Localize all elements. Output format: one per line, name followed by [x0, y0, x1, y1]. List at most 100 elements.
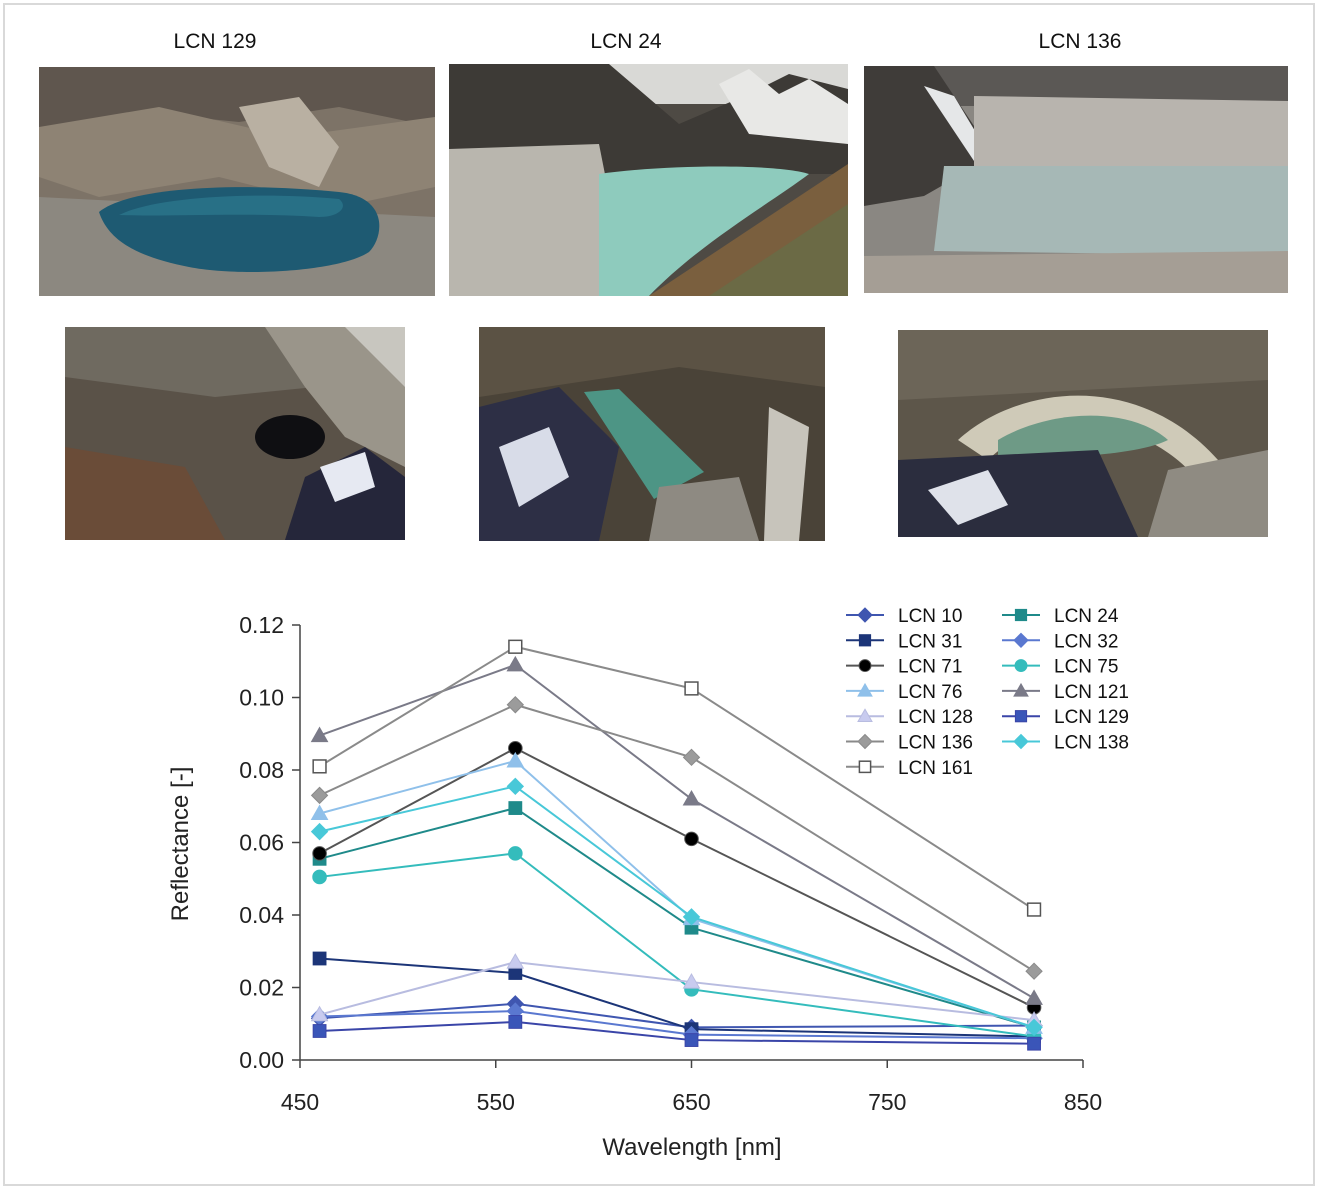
legend-label: LCN 76: [898, 682, 962, 703]
legend-item: LCN 75: [1002, 657, 1118, 678]
series-lcn-138: [310, 777, 1043, 1037]
legend-item: LCN 24: [1002, 606, 1119, 627]
data-point: [312, 1024, 327, 1038]
data-point: [508, 1015, 523, 1029]
legend-label: LCN 128: [898, 707, 973, 728]
series-line: [319, 1020, 1035, 1045]
photo-title-lcn24: LCN 24: [590, 30, 662, 53]
legend-marker: [857, 708, 873, 722]
legend-marker: [1013, 632, 1029, 649]
legend-marker: [858, 634, 872, 647]
legend-marker: [1013, 682, 1029, 697]
legend-item: LCN 121: [1002, 682, 1129, 703]
legend-item: LCN 129: [1002, 707, 1129, 728]
data-point: [310, 786, 329, 805]
series-lcn-129: [312, 1015, 1041, 1051]
chart-axes: 0.00 0.02 0.04 0.06 0.08 0.10 0.12 450 550 650 750…: [239, 612, 1102, 1115]
data-point: [682, 908, 701, 926]
legend-item: LCN 71: [846, 657, 962, 678]
series-line: [319, 747, 1035, 1009]
legend-label: LCN 136: [898, 733, 973, 754]
ground-photo-lcn24: [449, 64, 848, 296]
series-line: [319, 703, 1035, 973]
y-tick-label: 0.08: [239, 757, 284, 783]
data-point: [312, 846, 327, 861]
series-line: [319, 785, 1035, 1029]
y-tick-label: 0.06: [239, 830, 284, 856]
data-point: [1025, 1018, 1043, 1037]
data-point: [506, 655, 525, 672]
data-point: [682, 748, 701, 767]
series-lcn-24: [312, 801, 1041, 1035]
series-line: [319, 852, 1035, 1038]
data-point: [1027, 1036, 1041, 1051]
series-lcn-161: [312, 639, 1042, 917]
legend-marker: [858, 659, 872, 673]
legend-item: LCN 138: [1002, 733, 1129, 754]
series-line: [319, 1002, 1035, 1029]
data-point: [506, 953, 525, 969]
data-point: [506, 696, 525, 714]
satellite-image-lcn136: [898, 330, 1268, 537]
data-point: [1026, 902, 1042, 917]
series-line: [319, 961, 1035, 1022]
series-lcn-71: [312, 740, 1042, 1015]
legend-marker: [857, 733, 873, 750]
x-tick-label: 450: [281, 1089, 319, 1115]
legend-label: LCN 161: [898, 758, 973, 779]
data-point: [508, 846, 523, 861]
x-tick-label: 750: [868, 1089, 906, 1115]
legend-label: LCN 32: [1054, 631, 1118, 652]
series-lcn-10: [310, 995, 1043, 1037]
data-point: [508, 801, 523, 815]
data-point: [684, 831, 699, 847]
legend-item: LCN 128: [846, 707, 973, 728]
legend-label: LCN 71: [898, 657, 962, 678]
y-tick-label: 0.12: [239, 612, 284, 638]
x-axis-label: Wavelength [nm]: [602, 1134, 781, 1161]
photo-title-lcn136: LCN 136: [1038, 30, 1122, 53]
data-point: [506, 751, 525, 768]
satellite-image-lcn24: [479, 327, 825, 541]
data-point: [684, 681, 699, 696]
data-point: [506, 777, 525, 796]
legend-item: LCN 32: [1002, 631, 1118, 652]
series-line: [319, 957, 1035, 1038]
legend-label: LCN 24: [1054, 606, 1119, 627]
series-line: [319, 759, 1035, 1029]
y-tick-label: 0.00: [239, 1047, 284, 1073]
legend-item: LCN 136: [846, 733, 973, 754]
satellite-image-lcn129: [65, 327, 405, 540]
legend-marker: [858, 760, 872, 774]
series-lcn-128: [310, 953, 1043, 1027]
ground-photo-lcn129: [39, 67, 435, 296]
reflectance-chart: 0.00 0.02 0.04 0.06 0.08 0.10 0.12 450 550 650 750…: [167, 606, 1129, 1161]
data-point: [682, 789, 701, 806]
x-tick-label: 650: [672, 1089, 710, 1115]
data-point: [312, 759, 327, 774]
data-point: [682, 973, 701, 989]
data-point: [310, 726, 329, 743]
legend-marker: [857, 682, 873, 697]
data-point: [310, 804, 329, 820]
data-point: [312, 951, 327, 966]
chart-legend: LCN 10 LCN 31 LCN 71 LCN 76 LCN 128 LCN 136 LC…: [846, 606, 1129, 779]
series-lcn-136: [310, 696, 1043, 980]
legend-label: LCN 75: [1054, 657, 1118, 678]
legend-item: LCN 31: [846, 631, 962, 652]
legend-marker: [1013, 733, 1029, 750]
legend-label: LCN 31: [898, 631, 962, 652]
legend-label: LCN 129: [1054, 707, 1129, 728]
legend-marker: [857, 607, 873, 623]
y-tick-label: 0.10: [239, 685, 284, 711]
series-lcn-76: [310, 751, 1043, 1034]
data-point: [310, 1005, 329, 1022]
legend-label: LCN 138: [1054, 733, 1129, 754]
y-tick-label: 0.02: [239, 975, 284, 1001]
ground-photo-lcn136: [864, 66, 1288, 293]
series-line: [319, 806, 1035, 1029]
series-line: [319, 645, 1035, 911]
y-tick-label: 0.04: [239, 902, 284, 928]
legend-label: LCN 121: [1054, 682, 1129, 703]
legend-item: LCN 76: [846, 682, 962, 703]
